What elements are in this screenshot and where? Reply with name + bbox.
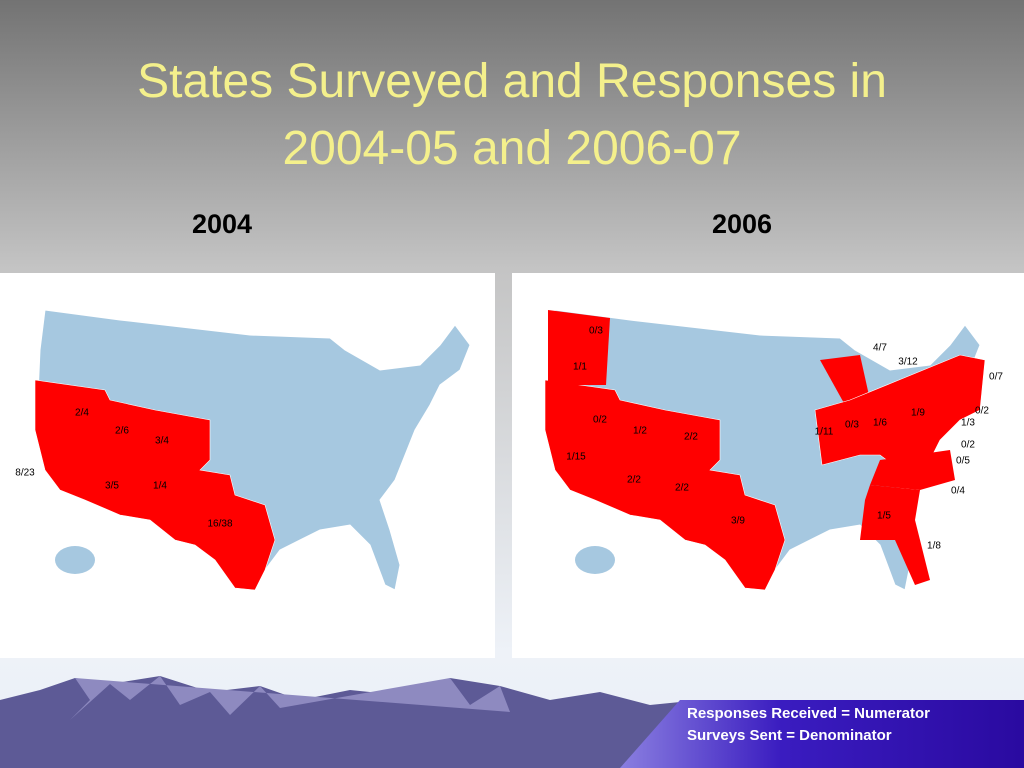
- legend-line: Surveys Sent = Denominator: [687, 727, 892, 744]
- state-label: 0/5: [956, 456, 970, 467]
- map-year: 2006: [712, 209, 772, 239]
- state-label: 0/3: [589, 326, 603, 337]
- state-label: 2/2: [684, 432, 698, 443]
- map-2004: [34, 309, 471, 591]
- state-label: 1/8: [927, 541, 941, 552]
- legend-line: Responses Received = Numerator: [687, 705, 930, 722]
- state-label: 4/7: [873, 343, 887, 354]
- map-year: 2004: [192, 209, 252, 239]
- state-label: 0/2: [975, 406, 989, 417]
- state-label: 3/5: [105, 481, 119, 492]
- state-label: 2/2: [675, 483, 689, 494]
- state-label: 0/4: [951, 486, 965, 497]
- mountain-highlights: [70, 676, 510, 720]
- state-label: 3/9: [731, 516, 745, 527]
- state-label: 2/6: [115, 426, 129, 437]
- map-2006: [544, 309, 986, 591]
- state-label: 16/38: [207, 519, 232, 530]
- legend-band: [620, 700, 1024, 768]
- state-label: 0/7: [989, 372, 1003, 383]
- slide-title: States Surveyed and Responses in: [137, 55, 887, 108]
- state-label: 0/2: [961, 440, 975, 451]
- state-label: 8/23: [15, 468, 35, 479]
- state-label: 2/4: [75, 408, 89, 419]
- state-label: 1/5: [877, 511, 891, 522]
- state-label: 1/15: [566, 452, 586, 463]
- state-label: 1/3: [961, 418, 975, 429]
- state-label: 1/4: [153, 481, 167, 492]
- state-label: 3/12: [898, 357, 918, 368]
- state-label: 3/4: [155, 436, 169, 447]
- state-label: 1/11: [815, 427, 834, 438]
- state-label: 1/1: [573, 362, 587, 373]
- slide-title: 2004-05 and 2006-07: [282, 122, 741, 175]
- state-label: 2/2: [627, 475, 641, 486]
- state-label: 1/9: [911, 408, 925, 419]
- state-label: 0/3: [845, 420, 859, 431]
- state-label: 1/6: [873, 418, 887, 429]
- state-label: 1/2: [633, 426, 647, 437]
- state-label: 0/2: [593, 415, 607, 426]
